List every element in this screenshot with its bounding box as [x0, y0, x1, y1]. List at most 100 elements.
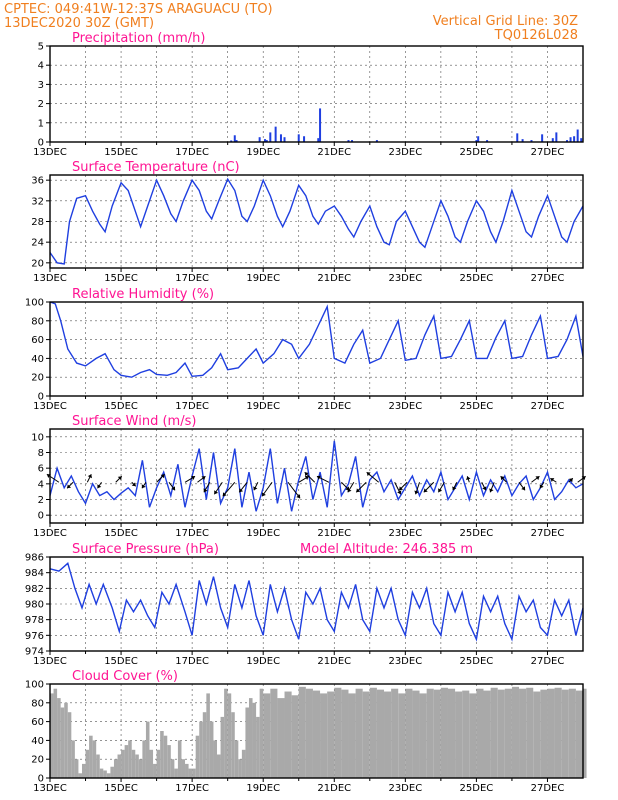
pressure-panel: 974 976 978 980 982 984 986 13DEC 15DEC 17DEC 19DE…	[25, 542, 584, 667]
precipitation-bar	[566, 140, 569, 142]
cloud-cover-column	[60, 707, 65, 778]
wind-vector-head	[141, 484, 146, 489]
cloud-cover-column	[64, 702, 68, 778]
x-tick-label: 13DEC	[33, 783, 67, 794]
x-tick-label: 13DEC	[33, 147, 67, 158]
precipitation-bar	[477, 136, 480, 142]
cloud-cover-column	[217, 754, 221, 778]
panel-title: Surface Wind (m/s)	[72, 414, 196, 429]
x-tick-label: 27DEC	[531, 147, 565, 158]
wind-vector-head	[262, 492, 266, 497]
plot-frame	[49, 683, 584, 779]
wind-vector	[287, 481, 301, 499]
wind-vector	[347, 482, 355, 493]
panel-title: Precipitation (mm/h)	[72, 31, 205, 46]
cloud-cover-column	[270, 688, 278, 778]
precipitation-bar	[269, 132, 272, 142]
y-tick-label: 986	[25, 553, 44, 564]
x-tick-label: 23DEC	[388, 401, 422, 412]
wind-vector-head	[131, 482, 136, 487]
cloud-cover-column	[245, 707, 249, 778]
precipitation-bar	[375, 140, 378, 142]
precipitation-bar	[265, 140, 268, 142]
wind-vector	[414, 482, 421, 495]
cloud-cover-column	[526, 687, 534, 778]
cloud-cover-column	[192, 768, 196, 778]
wind-panel: 0 2 4 6 8 10 13DEC 15DEC 17DEC 19DEC 21DEC 23DEC 25D…	[31, 414, 586, 539]
cloud-cover-column	[376, 689, 385, 778]
precipitation-bar	[516, 133, 519, 142]
y-tick-label: 100	[25, 298, 44, 309]
wind-vector-head	[535, 476, 540, 481]
cloud-cover-column	[362, 691, 370, 778]
y-tick-label: 28	[31, 217, 44, 228]
y-tick-label: 10	[31, 432, 44, 443]
x-tick-label: 17DEC	[175, 528, 209, 539]
cloud-cover-column	[504, 688, 512, 778]
cloud-cover-column	[160, 731, 164, 778]
cloud-cover-column	[447, 688, 456, 778]
wind-vector	[423, 481, 435, 493]
cloud-cover-column	[259, 688, 264, 778]
header-model-code: TQ0126L028	[494, 28, 578, 43]
cloud-cover-column	[96, 754, 100, 778]
x-tick-label: 19DEC	[246, 273, 280, 284]
y-tick-label: 980	[25, 600, 44, 611]
x-tick-label: 13DEC	[33, 273, 67, 284]
wind-vector-head	[539, 484, 544, 489]
x-tick-label: 17DEC	[175, 656, 209, 667]
wind-vector-head	[67, 484, 72, 489]
header-station: CPTEC: 049:41W-12:37S ARAGUACU (TO)	[4, 2, 273, 17]
wind-vector	[366, 471, 380, 483]
y-tick-label: 20	[31, 258, 44, 269]
cloud-cover-column	[298, 686, 306, 778]
wind-vector-head	[160, 474, 165, 479]
wind-vector-head	[304, 475, 309, 480]
wind-vector-head	[489, 488, 494, 493]
x-tick-label: 23DEC	[388, 783, 422, 794]
x-tick-label: 23DEC	[388, 273, 422, 284]
wind-vector-head	[304, 472, 309, 477]
cloud-cover-column	[568, 688, 576, 778]
cloud-cover-column	[181, 759, 186, 778]
wind-vector-head	[521, 486, 526, 491]
x-tick-label: 19DEC	[246, 147, 280, 158]
x-tick-label: 21DEC	[317, 528, 351, 539]
precipitation-bar	[279, 134, 282, 142]
cloud-cover-column	[583, 688, 587, 778]
panel-title: Cloud Cover (%)	[72, 669, 178, 684]
wind-vector	[115, 475, 123, 483]
cloud-cover-column	[163, 735, 168, 778]
wind-vector-shaft	[287, 481, 301, 499]
x-tick-label: 19DEC	[246, 401, 280, 412]
wind-vector	[184, 475, 196, 483]
wind-vector-head	[203, 488, 208, 493]
precipitation-bar	[230, 140, 233, 142]
cloud-cover-column	[369, 687, 377, 778]
wind-vector-head	[117, 476, 122, 481]
wind-vector	[141, 481, 147, 489]
x-tick-label: 25DEC	[460, 147, 494, 158]
cloud-cover-column	[149, 749, 154, 778]
precipitation-bar	[233, 135, 236, 142]
y-tick-label: 8	[38, 448, 44, 459]
cloud-cover-column	[124, 745, 129, 778]
cloud-cover-column	[206, 693, 210, 778]
wind-vector-head	[399, 486, 404, 491]
x-tick-label: 15DEC	[104, 656, 138, 667]
plot-frame	[49, 428, 584, 524]
x-tick-label: 27DEC	[531, 528, 565, 539]
cloud-cover-column	[426, 688, 434, 778]
cloud-cover-column	[455, 691, 463, 778]
wind-vector-head	[423, 488, 428, 493]
precipitation-bar	[475, 140, 478, 142]
cloud-cover-column	[312, 690, 321, 778]
wind-vector	[539, 481, 545, 489]
wind-line	[49, 440, 584, 512]
wind-vector	[398, 481, 408, 491]
cloud-cover-column	[113, 759, 118, 778]
x-tick-label: 21DEC	[317, 401, 351, 412]
y-tick-label: 100	[25, 680, 44, 691]
precipitation-bar	[573, 136, 576, 142]
cloud-cover-column	[231, 712, 235, 778]
